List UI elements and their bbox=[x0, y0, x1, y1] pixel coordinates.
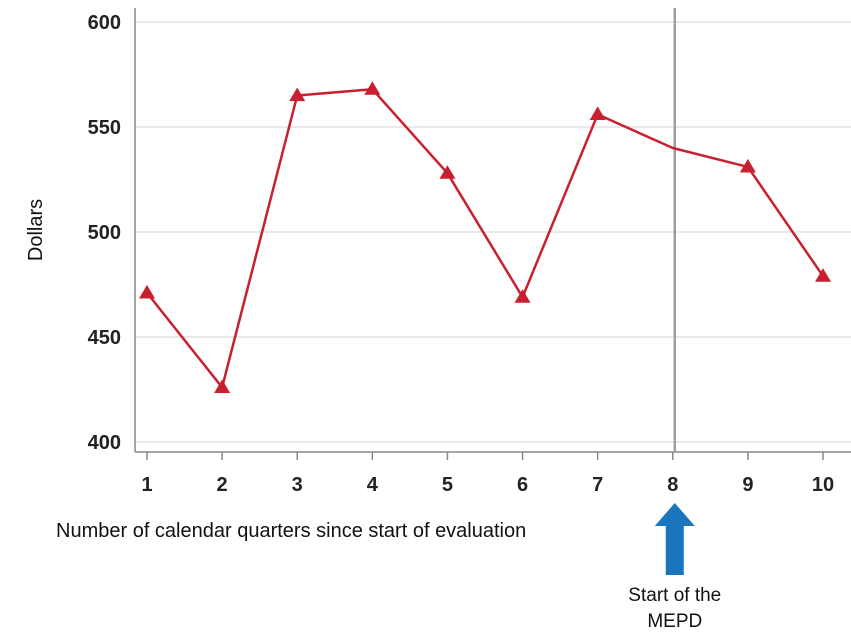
x-tick-label: 2 bbox=[217, 474, 228, 496]
data-point-marker bbox=[739, 158, 756, 173]
data-point-marker bbox=[439, 165, 456, 179]
data-point-marker bbox=[589, 106, 606, 120]
annotation-line-1: Start of the bbox=[628, 585, 721, 606]
x-tick-label: 7 bbox=[592, 474, 603, 496]
x-tick-label: 6 bbox=[517, 474, 528, 496]
x-tick-label: 8 bbox=[667, 474, 678, 496]
data-point-marker bbox=[214, 379, 231, 393]
annotation-arrow bbox=[654, 503, 695, 575]
annotation-line-2: MEPD bbox=[647, 611, 702, 632]
arrow-up-icon bbox=[654, 503, 695, 575]
data-point-marker bbox=[815, 268, 831, 282]
x-axis-title: Number of calendar quarters since start … bbox=[56, 520, 526, 542]
y-tick-label: 600 bbox=[88, 12, 121, 34]
gridlines bbox=[135, 21, 851, 443]
y-tick-label: 550 bbox=[88, 117, 121, 139]
y-axis-ticks: 400 450 500 550 600 bbox=[88, 12, 121, 454]
series-group bbox=[139, 81, 831, 393]
x-tick-label: 3 bbox=[292, 474, 303, 496]
series-line bbox=[146, 87, 825, 389]
data-point-marker bbox=[364, 81, 381, 95]
x-axis-ticks: 1 2 3 4 5 6 7 8 9 10 bbox=[141, 452, 834, 496]
x-tick-label: 9 bbox=[742, 474, 753, 496]
data-point-marker bbox=[289, 87, 306, 102]
x-tick-label: 1 bbox=[141, 474, 152, 496]
y-tick-label: 400 bbox=[88, 432, 121, 454]
y-tick-label: 450 bbox=[88, 327, 121, 349]
data-point-marker bbox=[514, 289, 531, 303]
y-tick-label: 500 bbox=[88, 222, 121, 244]
y-axis-title: Dollars bbox=[25, 199, 47, 261]
x-tick-label: 4 bbox=[367, 474, 379, 496]
x-tick-label: 10 bbox=[812, 474, 834, 496]
x-tick-label: 5 bbox=[442, 474, 453, 496]
data-point-marker bbox=[139, 284, 155, 299]
